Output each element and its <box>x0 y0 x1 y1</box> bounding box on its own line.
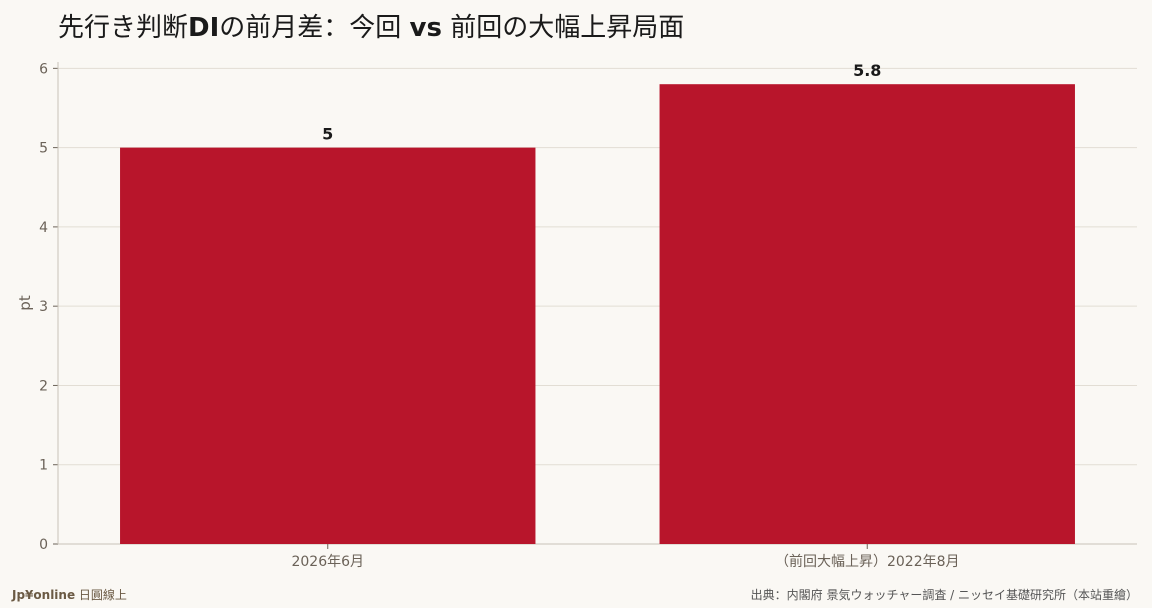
title-part-3: の前月差：今回 <box>219 13 410 43</box>
footer-brand: Jp¥online 日圓線上 <box>12 586 127 603</box>
brand-suffix: 日圓線上 <box>75 588 127 602</box>
y-tick-label-5: 5 <box>39 141 48 157</box>
bar-0 <box>120 147 536 545</box>
bar-1 <box>659 84 1075 545</box>
bar-value-label-1: 5.8 <box>853 61 881 80</box>
y-axis-label: pt <box>16 295 34 311</box>
y-tick-label-1: 1 <box>39 458 48 474</box>
title-part-4: vs <box>409 13 442 43</box>
title-part-2: DI <box>188 13 220 43</box>
title-part-5: 前回の大幅上昇局面 <box>441 13 685 43</box>
y-tick-label-6: 6 <box>39 61 48 77</box>
brand-name: Jp¥online <box>12 588 76 602</box>
y-tick-label-0: 0 <box>39 537 48 553</box>
title-part-1: 先行き判断 <box>58 13 189 43</box>
x-tick-label-1: （前回大幅上昇）2022年8月 <box>775 553 960 570</box>
chart-title: 先行き判断DIの前月差：今回 vs 前回の大幅上昇局面 <box>58 8 684 48</box>
y-tick-label-3: 3 <box>39 299 48 315</box>
y-tick-label-4: 4 <box>39 220 48 236</box>
y-tick-label-2: 2 <box>39 378 48 394</box>
x-tick-label-0: 2026年6月 <box>291 554 364 570</box>
bar-value-label-0: 5 <box>322 125 333 144</box>
footer-source: 出典：内閣府 景気ウォッチャー調査 / ニッセイ基礎研究所（本站重繪） <box>750 588 1138 602</box>
